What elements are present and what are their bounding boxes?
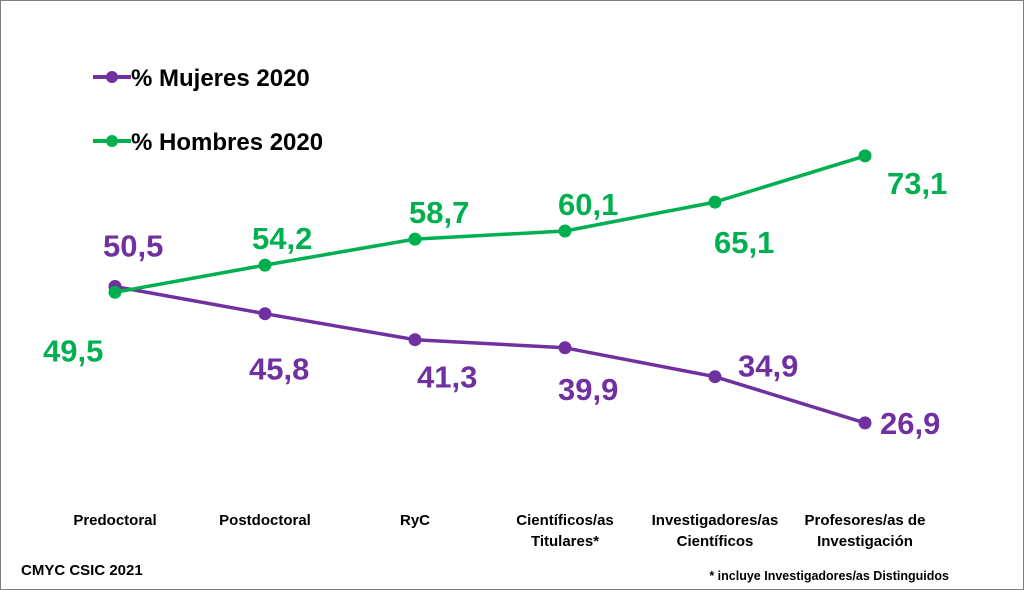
x-tick-label: Investigación — [817, 533, 913, 550]
x-tick-label: Científicos — [677, 533, 754, 550]
series-layer — [108, 149, 872, 430]
data-point-mujeres — [408, 333, 422, 347]
data-label-hombres: 65,1 — [714, 225, 774, 260]
data-label-mujeres: 26,9 — [880, 406, 940, 441]
x-tick-label: Titulares* — [531, 533, 599, 550]
data-label-hombres: 54,2 — [252, 221, 312, 256]
data-point-mujeres — [258, 307, 272, 321]
data-point-mujeres — [708, 370, 722, 384]
data-point-mujeres — [858, 416, 872, 430]
data-label-hombres: 49,5 — [43, 333, 103, 368]
legend: % Mujeres 2020 % Hombres 2020 — [93, 65, 323, 156]
legend-marker-mujeres — [106, 71, 118, 83]
data-point-hombres — [108, 285, 122, 299]
data-point-hombres — [708, 195, 722, 209]
chart-credit: CMYC CSIC 2021 — [21, 562, 143, 579]
x-axis-tick-labels: Predoctoral Postdoctoral RyC Científicos/as… — [73, 512, 925, 550]
data-label-mujeres: 39,9 — [558, 372, 618, 407]
data-point-mujeres — [558, 341, 572, 355]
footnote: * incluye Investigadores/as Distinguidos — [709, 569, 949, 583]
data-label-hombres: 58,7 — [409, 195, 469, 230]
x-tick-label: RyC — [400, 512, 430, 529]
x-tick-label: Predoctoral — [73, 512, 156, 529]
data-labels: 50,5 45,8 41,3 39,9 34,9 26,9 49,5 54,2 58,7 60,1… — [43, 166, 947, 441]
data-point-hombres — [258, 258, 272, 272]
data-label-mujeres: 41,3 — [417, 360, 477, 395]
x-tick-label: Profesores/as de — [805, 512, 926, 529]
data-point-hombres — [558, 224, 572, 238]
legend-label-hombres: % Hombres 2020 — [131, 129, 323, 156]
x-tick-label: Postdoctoral — [219, 512, 311, 529]
data-label-mujeres: 50,5 — [103, 229, 163, 264]
legend-label-mujeres: % Mujeres 2020 — [131, 65, 310, 92]
x-tick-label: Investigadores/as — [652, 512, 779, 529]
data-point-hombres — [408, 232, 422, 246]
data-label-mujeres: 34,9 — [738, 349, 798, 384]
data-label-mujeres: 45,8 — [249, 352, 309, 387]
legend-marker-hombres — [106, 135, 118, 147]
x-tick-label: Científicos/as — [516, 512, 614, 529]
data-label-hombres: 73,1 — [887, 166, 947, 201]
series-line-hombres — [114, 154, 866, 295]
data-point-hombres — [858, 149, 872, 163]
series-line-mujeres — [114, 284, 866, 425]
data-label-hombres: 60,1 — [558, 187, 618, 222]
